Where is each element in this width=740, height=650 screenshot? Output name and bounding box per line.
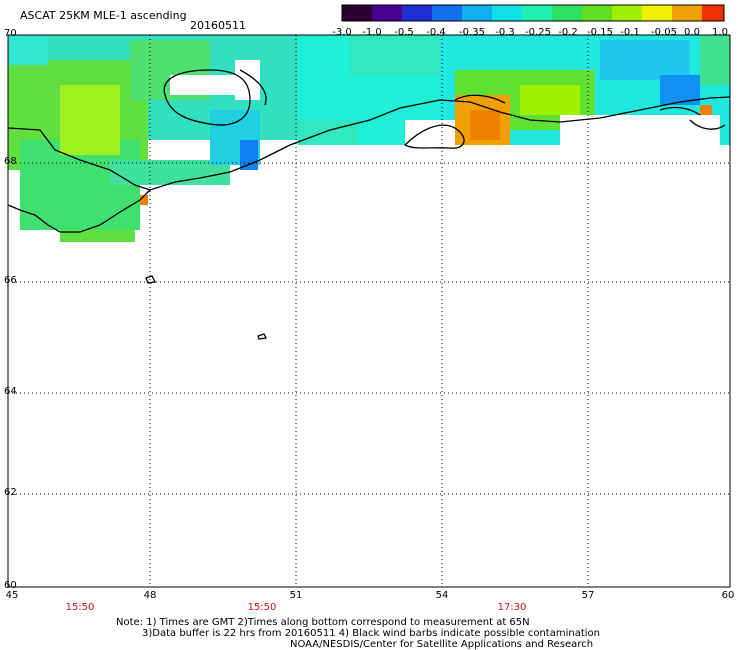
- colorbar-tick: -0.35: [459, 27, 485, 38]
- colorbar: [341, 4, 725, 22]
- colorbar-tick: -0.15: [587, 27, 613, 38]
- grid-lines: [8, 35, 730, 587]
- lat-label: 70: [4, 28, 17, 39]
- colorbar-tick: -1.0: [362, 27, 382, 38]
- lon-label: 45: [5, 590, 19, 601]
- colorbar-tick: -0.5: [394, 27, 414, 38]
- note-line-1: Note: 1) Times are GMT 2)Times along bot…: [116, 617, 530, 628]
- colorbar-tick: 0.0: [684, 27, 700, 38]
- lon-label: 60: [721, 590, 735, 601]
- lat-label: 64: [4, 386, 17, 397]
- note-line-2: 3)Data buffer is 22 hrs from 20160511 4)…: [142, 628, 600, 639]
- note-line-3: NOAA/NESDIS/Center for Satellite Applica…: [290, 639, 594, 650]
- data-swath: [8, 35, 730, 242]
- colorbar-tick: -0.25: [525, 27, 551, 38]
- chart-date: 20160511: [190, 19, 246, 32]
- pass-time: 17:30: [497, 602, 527, 613]
- lat-label: 66: [4, 275, 17, 286]
- colorbar-tick: -0.05: [651, 27, 677, 38]
- lat-label: 60: [4, 580, 17, 591]
- chart-title: ASCAT 25KM MLE-1 ascending: [20, 9, 187, 22]
- colorbar-tick: -3.0: [332, 27, 352, 38]
- colorbar-tick: -0.4: [426, 27, 446, 38]
- lon-label: 57: [581, 590, 595, 601]
- pass-time: 15:50: [247, 602, 277, 613]
- lon-label: 54: [435, 590, 449, 601]
- plot-frame: [7, 34, 731, 588]
- colorbar-tick: -0.3: [495, 27, 515, 38]
- lon-label: 51: [289, 590, 303, 601]
- lat-label: 62: [4, 487, 17, 498]
- colorbar-tick: -0.2: [558, 27, 578, 38]
- lon-label: 48: [143, 590, 157, 601]
- pass-time: 15:50: [65, 602, 95, 613]
- coastlines: [7, 69, 731, 340]
- colorbar-tick: -0.1: [620, 27, 640, 38]
- colorbar-tick: 1.0: [712, 27, 728, 38]
- lat-label: 68: [4, 156, 17, 167]
